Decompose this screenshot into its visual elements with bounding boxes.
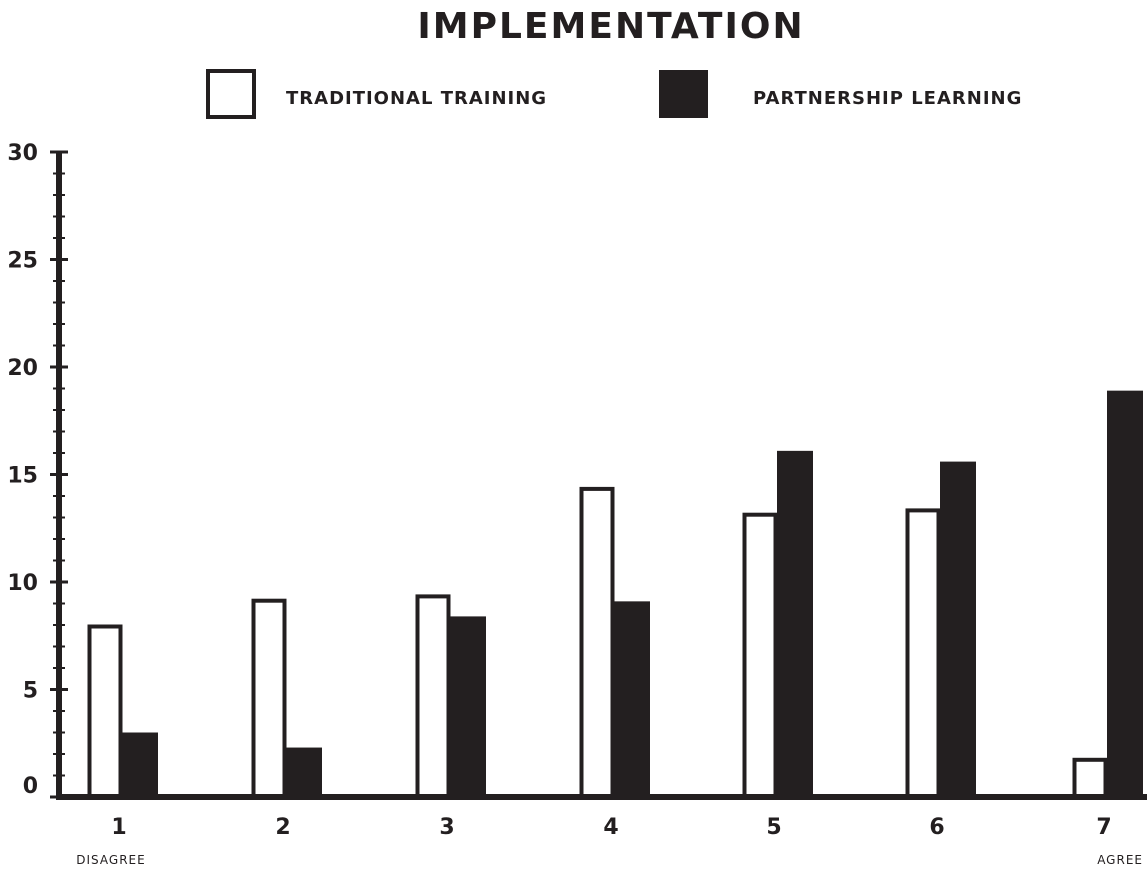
bar-partnership-learning: [450, 616, 486, 797]
legend-label-traditional-training: TRADITIONAL TRAINING: [286, 88, 547, 109]
chart-title: IMPLEMENTATION: [417, 6, 804, 47]
bar-partnership-learning: [614, 601, 650, 797]
y-tick-label: 25: [7, 249, 38, 274]
legend-swatch-partnership-learning: [659, 70, 708, 118]
bar-partnership-learning: [122, 732, 158, 797]
bar-traditional-training: [1072, 757, 1108, 799]
bar-traditional-training: [579, 486, 615, 799]
x-category-label: 3: [439, 815, 454, 840]
x-category-label: 4: [603, 815, 618, 840]
y-tick-label: 30: [7, 141, 38, 166]
x-category-label: 1: [111, 815, 126, 840]
bar-traditional-training: [905, 508, 941, 799]
plot-area: 0 5 10 15 20 25 30 1 2 3 4 5 6 7 DISAGREE AGREE: [7, 141, 1147, 867]
y-tick-label: 20: [7, 356, 38, 381]
bar-traditional-training: [742, 512, 778, 799]
legend-label-partnership-learning: PARTNERSHIP LEARNING: [753, 88, 1022, 109]
bar-traditional-training: [415, 594, 451, 800]
legend: TRADITIONAL TRAINING PARTNERSHIP LEARNIN…: [206, 69, 1022, 119]
bar-partnership-learning: [286, 747, 322, 797]
y-tick-label: 15: [7, 464, 38, 489]
y-tick-label: 0: [23, 774, 38, 799]
x-category-label: 2: [275, 815, 290, 840]
bar-traditional-training: [251, 598, 287, 800]
x-category-label: 5: [766, 815, 781, 840]
bar-partnership-learning: [940, 461, 976, 797]
scale-high-label: AGREE: [1097, 853, 1143, 867]
bar-partnership-learning: [1107, 390, 1143, 797]
bar-partnership-learning: [777, 450, 813, 797]
bar-traditional-training: [87, 624, 123, 799]
x-category-label: 6: [929, 815, 944, 840]
legend-swatch-traditional-training: [206, 69, 256, 119]
y-tick-label: 5: [23, 679, 38, 704]
x-category-label: 7: [1096, 815, 1111, 840]
y-tick-label: 10: [7, 571, 38, 596]
scale-low-label: DISAGREE: [76, 853, 145, 867]
